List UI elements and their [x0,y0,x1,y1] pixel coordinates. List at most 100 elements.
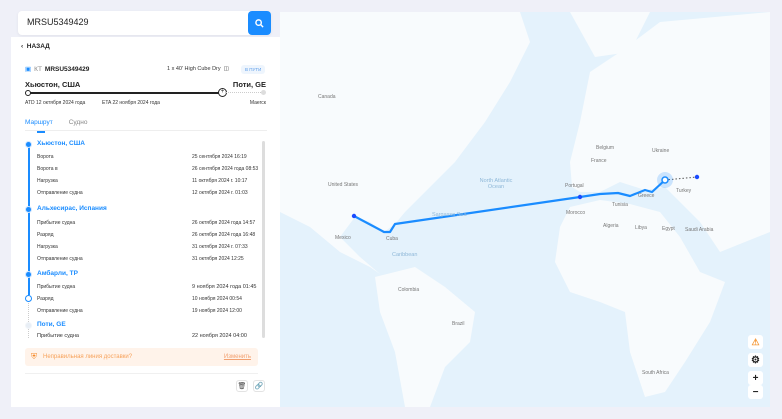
container-id: ▣ КТ MRSU5349429 [25,65,90,74]
alert-icon-button[interactable]: ⚠ [748,335,763,349]
event-name: Разряд [37,232,54,238]
map-label: Tunisia [612,202,628,208]
tabs: Маршрут Судно [25,119,267,133]
event-date: 25 сентября 2024 16:19 [192,154,247,160]
search-input[interactable] [27,17,237,27]
map-label: Colombia [398,287,420,293]
land-south-america [375,267,475,407]
event-name: Ворота [37,154,54,160]
event-name: Разряд [37,296,54,302]
search-button[interactable] [248,11,271,35]
container-type-label: 1 x 40' High Cube Dry [167,66,221,72]
land-north-america [280,12,530,274]
shipment-panel: ‹ НАЗАД ▣ КТ MRSU5349429 1 x 40' High Cube… [11,37,280,407]
map-label: Caribbean [392,252,418,258]
event-date: 31 октября 2024 12:25 [192,256,244,262]
map-label: Egypt [662,226,675,232]
progress-track [27,92,223,94]
map-label: Libya [635,225,647,231]
event-date: 11 октября 2024 г. 10:17 [192,178,248,184]
tab-vessel[interactable]: Судно [68,119,88,126]
port-name: Хьюстон, США [37,140,85,147]
transshipment-marker [577,194,583,200]
container-type-icon: ◫ [223,66,229,72]
map-label: Morocco [566,210,586,216]
map-label: Algeria [603,223,619,229]
event-date: 26 октября 2024 года 14:57 [192,220,256,226]
event-date: 22 ноября 2024 04:00 [192,333,247,339]
event-name: Отправление судна [37,308,83,314]
event-name: Прибытие судна [37,220,76,226]
port-name: Альхесирас, Испания [37,205,107,212]
shield-warning-icon: ⛨ [31,352,37,361]
event-name: Нагрузка [37,178,58,184]
map-label: South Africa [642,370,669,376]
destination-marker [694,174,700,180]
container-icon: ▣ [25,66,32,73]
atd-date: ATD 12 октября 2024 года [25,100,86,106]
port-dot [25,141,32,148]
map-label: Canada [318,94,336,100]
map-canvas [280,12,770,407]
route-timeline: Хьюстон, США Ворота 25 сентября 2024 16:… [25,138,267,344]
map-label: Portugal [565,183,584,189]
vessel-marker [661,176,669,184]
event-date: 19 ноября 2024 12:00 [192,308,242,314]
event-date: 26 октября 2024 года 16:48 [192,232,256,238]
zoom-out-button[interactable]: − [748,385,763,399]
map-label: North Atlantic Ocean [479,178,513,190]
origin-marker [351,213,357,219]
delete-button[interactable]: 🗑 [236,380,248,392]
back-button[interactable]: ‹ НАЗАД [21,43,50,50]
port-dot-pending [25,322,32,329]
port-name: Поти, GE [37,321,66,328]
zoom-in-button[interactable]: + [748,371,763,385]
map[interactable]: Canada United States Mexico Cuba North A… [280,12,770,407]
event-name: Отправление судна [37,256,83,262]
origin-dot [25,90,31,96]
map-label: Cuba [386,236,398,242]
container-number: MRSU5349429 [44,65,90,73]
search-icon [255,18,264,28]
current-position-icon [25,295,32,302]
link-icon: 🔗 [254,383,264,390]
map-label: Greece [638,193,655,199]
map-label: France [591,158,607,164]
event-date: 31 октября 2024 г. 07:33 [192,244,248,250]
change-link[interactable]: Изменить [223,354,251,360]
scrollbar[interactable] [262,141,265,338]
land-africa [555,200,725,397]
event-date: 12 октября 2024 г. 01:03 [192,190,248,196]
map-label: Sargasso Sea [432,212,467,218]
settings-button[interactable]: ⚙ [748,353,763,367]
share-link-button[interactable]: 🔗 [253,380,265,392]
back-label: НАЗАД [26,43,50,50]
route-line [353,179,666,234]
event-date: 9 ноября 2024 года 01:45 [192,284,257,290]
container-prefix: КТ [34,65,42,73]
map-label: Ukraine [652,148,670,154]
map-label: Saudi Arabia [685,227,714,233]
trash-icon: 🗑 [237,383,247,390]
map-label: United States [328,182,359,188]
warning-text: Неправильная линия доставки? [43,354,133,360]
event-name: Нагрузка [37,244,58,250]
destination-dot [261,90,266,95]
warning-banner: ⛨ Неправильная линия доставки? Изменить [25,348,258,366]
map-label: Belgium [596,145,615,151]
tab-route[interactable]: Маршрут [25,119,53,133]
search-field[interactable] [18,11,271,35]
map-label: Mexico [335,235,351,241]
land-eurasia [570,12,770,252]
port-dot [25,271,32,278]
event-date: 26 сентября 2024 года 08:53 [192,166,259,172]
event-name: Отправление судна [37,190,83,196]
eta-date: ETA 22 ноября 2024 года [102,100,160,106]
destination-city: Поти, GE [232,80,266,89]
event-name: Прибытие судна [37,284,76,290]
port-name: Амбарли, TP [37,270,78,277]
timeline-line [28,143,30,295]
status-badge: В ПУТИ [241,65,266,74]
map-label: Brazil [452,321,465,327]
event-name: Прибытие судна [37,333,79,339]
